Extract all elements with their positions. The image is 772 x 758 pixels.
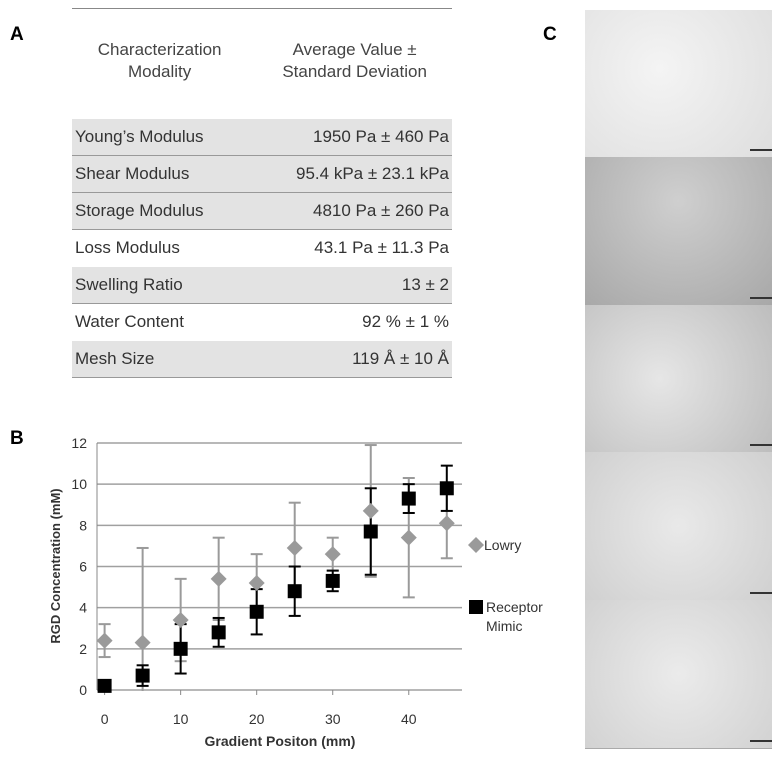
point (287, 584, 302, 599)
point (211, 625, 226, 640)
point (438, 515, 455, 532)
x-axis-title: Gradient Positon (mm) (205, 733, 356, 749)
table-row: Shear Modulus 95.4 kPa ± 23.1 kPa (72, 156, 452, 193)
cell: Shear Modulus (75, 164, 190, 183)
y-tick-label: 10 (71, 476, 87, 492)
table-row: Mesh Size 119 Å ± 10 Å (72, 341, 452, 378)
x-tick-label: 30 (325, 711, 341, 727)
cell: 95.4 kPa ± 23.1 kPa (296, 164, 449, 183)
point (363, 524, 378, 539)
y-tick-label: 0 (79, 682, 87, 698)
point (97, 678, 112, 693)
panel-label: B (10, 428, 24, 449)
panel-label: C (543, 24, 557, 45)
point (172, 612, 189, 629)
cell: 43.1 Pa ± 11.3 Pa (314, 238, 449, 257)
cell: Storage Modulus (75, 201, 204, 220)
property-table: Characterization Modality Average Value … (72, 8, 452, 378)
legend-label: Lowry (484, 537, 522, 553)
table-row: Young’s Modulus 1950 Pa ± 460 Pa (72, 119, 452, 156)
x-tick-label: 0 (101, 711, 109, 727)
point (400, 529, 417, 546)
cell: Swelling Ratio (75, 275, 183, 294)
scale-bar (750, 592, 772, 594)
y-tick-label: 2 (79, 641, 87, 657)
x-tick-label: 20 (249, 711, 265, 727)
cell: Water Content (75, 312, 184, 331)
point (362, 502, 379, 519)
point (210, 570, 227, 587)
point (135, 668, 150, 683)
scale-bar (750, 740, 772, 742)
cell: 13 ± 2 (401, 275, 449, 294)
scale-bar (750, 297, 772, 299)
table-row: Storage Modulus 4810 Pa ± 260 Pa (72, 193, 452, 230)
scale-bar (750, 444, 772, 446)
y-tick-label: 8 (79, 517, 87, 533)
cell: 119 Å ± 10 Å (352, 349, 449, 368)
y-tick-label: 12 (71, 435, 87, 451)
legend-swatch (469, 600, 483, 614)
x-tick-label: 10 (173, 711, 189, 727)
micrograph (585, 305, 772, 453)
point (96, 632, 113, 649)
table-header: Characterization Modality Average Value … (72, 9, 452, 119)
point (324, 546, 341, 563)
cell: Young’s Modulus (75, 127, 204, 146)
x-tick-label: 40 (401, 711, 417, 727)
y-tick-label: 6 (79, 559, 87, 575)
legend-label: Receptor Mimic (486, 599, 543, 634)
cell: 1950 Pa ± 460 Pa (313, 127, 449, 146)
header-cell: Characterization Modality (97, 40, 222, 81)
cell: 4810 Pa ± 260 Pa (313, 201, 449, 220)
y-axis-title: RGD Concentration (mM) (48, 488, 63, 643)
scale-bar (750, 149, 772, 151)
point (286, 539, 303, 556)
table-row: Water Content 92 % ± 1 % (72, 304, 452, 341)
panel-label: A (10, 24, 24, 45)
table-row: Swelling Ratio 13 ± 2 (72, 267, 452, 304)
micrograph (585, 157, 772, 306)
plot-area (98, 444, 453, 691)
point (401, 491, 416, 506)
point (439, 481, 454, 496)
point (325, 573, 340, 588)
chart: Gradient Positon (mm) RGD Concentration … (48, 435, 484, 749)
point (134, 634, 151, 651)
cell: Loss Modulus (75, 238, 180, 257)
micrograph (585, 10, 772, 158)
table-row: Loss Modulus 43.1 Pa ± 11.3 Pa (72, 230, 452, 267)
cell: Mesh Size (75, 349, 155, 368)
legend-swatch (468, 537, 484, 553)
point (248, 574, 265, 591)
point (173, 641, 188, 656)
micrograph (585, 600, 772, 749)
header-cell: Average Value ± Standard Deviation (282, 40, 427, 81)
cell: 92 % ± 1 % (362, 312, 449, 331)
point (249, 604, 264, 619)
micrograph (585, 452, 772, 601)
y-tick-label: 4 (79, 600, 87, 616)
